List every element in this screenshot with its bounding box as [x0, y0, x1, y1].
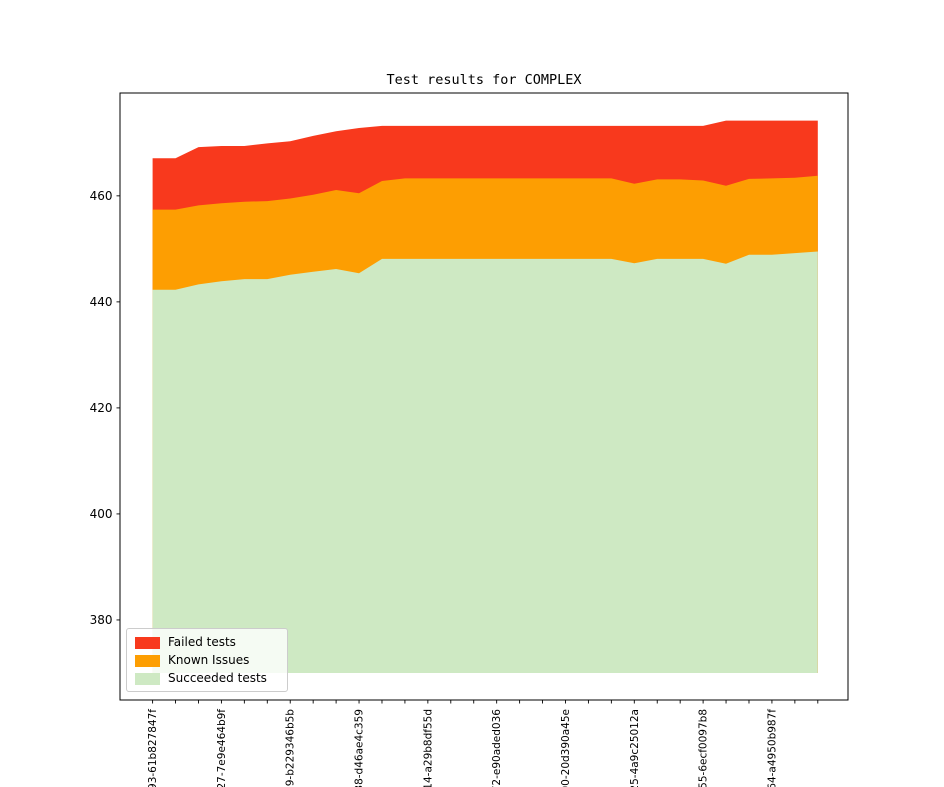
y-tick-label: 380 — [90, 613, 113, 627]
x-tick-label: 64-a4950b987f — [766, 709, 778, 787]
legend-item-failed-tests: Failed tests — [135, 634, 279, 651]
legend-item-succeeded-tests: Succeeded tests — [135, 670, 279, 687]
legend-label: Failed tests — [168, 635, 236, 649]
chart-title: Test results for COMPLEX — [386, 72, 582, 88]
legend-swatch-icon — [135, 654, 160, 667]
legend-label: Known Issues — [168, 653, 250, 667]
x-tick-label: 72-e90aded036 — [491, 709, 503, 787]
y-tick-label: 420 — [90, 401, 113, 415]
x-tick-label: 14-a29b8df55d — [422, 709, 434, 787]
legend: Failed tests Known Issues Succeeded tests — [126, 628, 288, 692]
y-tick-label: 460 — [90, 189, 113, 203]
legend-swatch-icon — [135, 672, 160, 685]
x-tick-label: 25-4a9c25012a — [629, 709, 641, 787]
x-tick-label: 93-61b827847f — [147, 709, 159, 787]
x-tick-label: 55-6ecf0097b8 — [698, 709, 710, 787]
x-tick-label: 38-d46ae4c359 — [354, 709, 366, 787]
x-tick-label: 19-b229346b5b — [285, 709, 297, 787]
legend-swatch-icon — [135, 636, 160, 649]
area-succeeded-tests — [152, 251, 818, 673]
legend-item-known-issues: Known Issues — [135, 652, 279, 669]
x-tick-label: 00-20d390a45e — [560, 709, 572, 787]
y-tick-label: 400 — [90, 507, 113, 521]
x-tick-label: 27-7e9e464b9f — [216, 709, 228, 787]
axes-border — [119, 92, 849, 701]
legend-label: Succeeded tests — [168, 671, 267, 685]
y-tick-label: 440 — [90, 295, 113, 309]
